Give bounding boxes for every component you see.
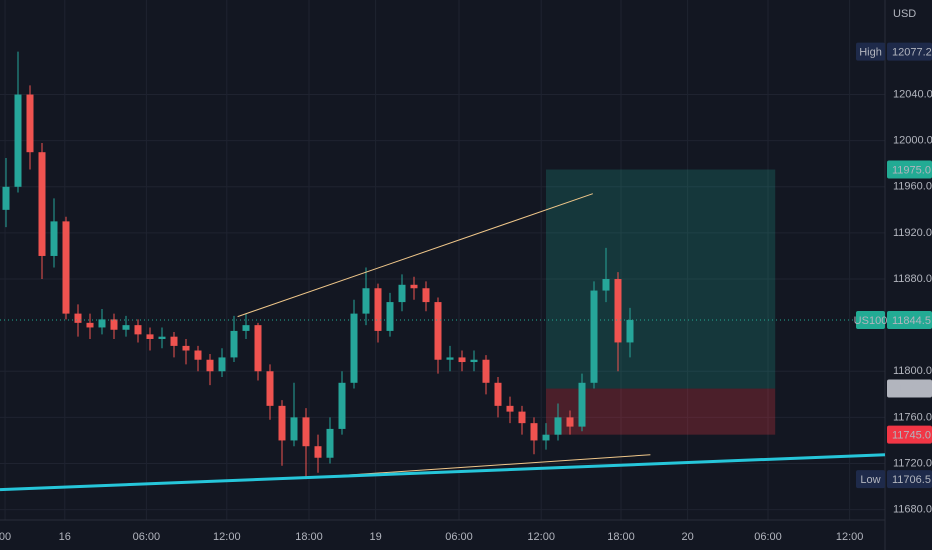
candle-body [302,417,310,447]
candle-body [14,94,22,187]
price-label: 12077.2 [892,47,932,59]
candle-body [578,382,586,427]
x-tick-label: 12:00 [527,531,555,543]
candle-body [398,284,406,303]
x-tick-label: 06:00 [445,531,473,543]
price-label-box [887,42,932,61]
y-tick-label: 12000.0 [893,135,932,147]
candle-body [194,350,202,360]
y-tick-label: 11800.0 [893,365,932,377]
y-tick-label: 11680.0 [893,504,932,516]
x-tick-label: 18:00 [295,531,323,543]
currency-label: USD [893,8,916,20]
candle-body [218,357,226,372]
candle-body [410,284,418,289]
candle-body [38,152,46,256]
x-tick-label: 16 [59,531,71,543]
y-tick-label: 12040.0 [893,88,932,100]
candle-body [134,325,142,335]
profit-zone [546,169,776,389]
candle-body [170,336,178,346]
candle-body [206,359,214,372]
candle-body [590,290,598,383]
y-tick-label: 11760.0 [893,411,932,423]
candle-body [446,357,454,360]
price-label: 11844.5 [892,315,931,327]
y-tick-label: 11720.0 [893,457,932,469]
candle-body [386,302,394,331]
candle-body [254,325,262,372]
price-label-name: Low [860,474,880,486]
price-label-box [887,160,932,179]
candle-body [290,417,298,441]
x-tick-label: 06:00 [133,531,161,543]
price-label: 11785.0 [892,383,931,395]
price-label-box [887,470,932,489]
candle-body [434,302,442,360]
price-label: 11975.0 [892,164,931,176]
candle-body [230,330,238,358]
price-label-box [887,379,932,398]
candle-body [314,446,322,458]
candle-body [86,322,94,328]
candle-body [566,417,574,427]
price-label-name-box [856,470,885,489]
candle-body [626,319,634,343]
candle-body [554,417,562,435]
x-tick-label: 18:00 [607,531,635,543]
candle-body [146,334,154,339]
candle-body [110,319,118,330]
candle-body [98,319,106,328]
candle-body [470,359,478,363]
trend-line [237,193,593,318]
candle-body [422,288,430,303]
candle-body [506,405,514,412]
x-tick-label: 12:00 [836,531,864,543]
candle-body [182,345,190,351]
candle-body [278,405,286,441]
candle-body [362,288,370,314]
candle-body [518,411,526,424]
candle-body [122,325,130,330]
x-tick-label: 00 [0,531,11,543]
price-label: 11745.0 [892,430,931,442]
candle-body [374,288,382,331]
price-label-box [887,310,932,329]
x-tick-label: 19 [369,531,381,543]
price-label-box [887,425,932,444]
price-label-name: High [859,47,882,59]
candle-body [602,279,610,291]
trend-line [0,453,886,492]
price-label: 11706.5 [892,474,931,486]
candle-body [26,94,34,153]
x-tick-label: 06:00 [754,531,782,543]
candle-body [542,434,550,441]
candle-body [458,357,466,363]
price-label-name: US100 [854,315,888,327]
candle-body [158,336,166,339]
price-label-name-box [856,42,885,61]
y-tick-label: 11920.0 [893,227,932,239]
y-tick-label: 11960.0 [893,181,932,193]
candle-body [62,221,70,314]
candle-body [338,382,346,429]
candle-body [266,371,274,406]
y-tick-label: 11880.0 [893,273,932,285]
candle-body [494,382,502,406]
candle-body [350,313,358,383]
candle-body [74,313,82,323]
x-tick-label: 12:00 [213,531,241,543]
candle-body [326,428,334,458]
x-tick-label: 20 [681,531,693,543]
candle-body [2,186,10,210]
candle-body [482,359,490,383]
candle-body [614,279,622,343]
candle-body [530,423,538,441]
price-label-name-box [856,310,885,329]
candle-body [242,325,250,331]
candle-body [50,221,58,256]
